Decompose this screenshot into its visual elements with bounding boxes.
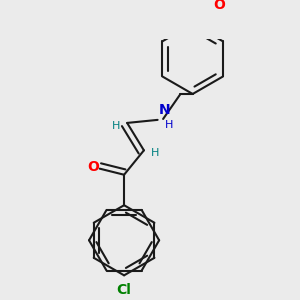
Text: O: O — [213, 0, 225, 12]
Text: H: H — [112, 121, 120, 131]
Text: H: H — [165, 120, 174, 130]
Text: H: H — [151, 148, 159, 158]
Text: Cl: Cl — [117, 283, 131, 297]
Text: O: O — [87, 160, 99, 174]
Text: N: N — [158, 103, 170, 117]
